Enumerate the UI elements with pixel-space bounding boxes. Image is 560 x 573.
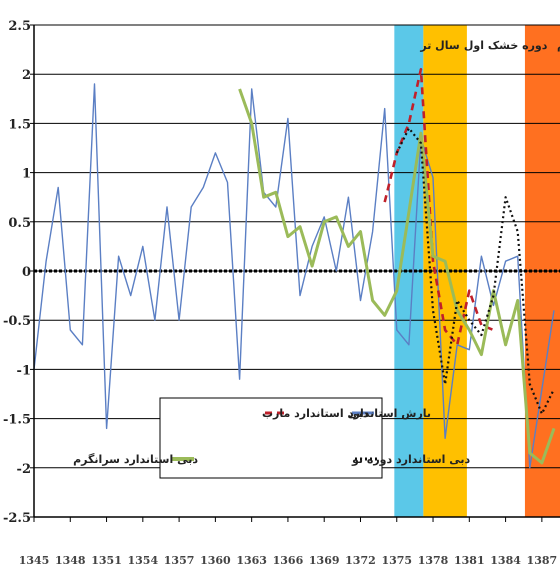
series-line-2	[238, 88, 556, 465]
y-tick-label-2: 1.5	[8, 117, 31, 132]
y-tick-label-1: 2	[22, 68, 31, 83]
x-axis-ticks: 1345 1348 1351 1354 1357 1360 1363 1366 1369 1372…	[19, 517, 557, 567]
x-tick-label-0: 1345	[19, 554, 50, 567]
x-tick-label-5: 1360	[200, 554, 231, 567]
period-label-0: سال تر	[419, 39, 459, 52]
legend-label-1: دبی استاندارد مارب	[262, 407, 369, 420]
series-line-0	[33, 83, 555, 469]
x-tick-label-11: 1378	[418, 554, 449, 567]
y-axis-ticks: 2.5 2 1.5 1 0.5 0 -0.5 -1 -1.5 -2 -2.5	[3, 19, 34, 526]
x-tick-label-14: 1387	[527, 554, 558, 567]
x-tick-label-1: 1348	[55, 554, 86, 567]
y-tick-label-5: 0	[22, 265, 31, 280]
x-tick-label-9: 1372	[345, 554, 376, 567]
y-tick-label-0: 2.5	[8, 19, 31, 34]
legend-box	[159, 397, 383, 479]
series-line-3	[395, 127, 555, 415]
y-tick-label-10: -2.5	[3, 511, 31, 526]
x-tick-label-8: 1369	[309, 554, 340, 567]
y-tick-label-3: 1	[22, 167, 31, 182]
y-tick-label-6: -0.5	[3, 314, 31, 329]
y-tick-label-7: -1	[17, 363, 31, 378]
x-tick-label-7: 1366	[273, 554, 304, 567]
y-tick-label-4: 0.5	[8, 216, 31, 231]
x-tick-label-4: 1357	[164, 554, 195, 567]
legend-label-3: دبی استاندارد دوره تو	[351, 453, 471, 466]
x-tick-label-13: 1384	[490, 554, 521, 567]
x-tick-label-12: 1381	[454, 554, 485, 567]
y-tick-label-9: -2	[17, 462, 31, 477]
x-tick-label-6: 1363	[236, 554, 267, 567]
legend-label-0: بارش استاندارد	[348, 407, 431, 420]
period-label-2: دوره خشک دوم	[557, 39, 560, 52]
legend-label-2: دبی استاندارد سرانگرم	[73, 453, 198, 466]
x-tick-label-2: 1351	[91, 554, 122, 567]
period-label-1: دوره خشک اول	[464, 39, 548, 52]
y-tick-label-8: -1.5	[3, 413, 31, 428]
period-labels: سال تر دوره خشک اول دوره خشک دوم	[419, 39, 560, 52]
x-tick-label-10: 1375	[381, 554, 412, 567]
x-tick-label-3: 1354	[128, 554, 159, 567]
series-lines	[33, 68, 556, 469]
